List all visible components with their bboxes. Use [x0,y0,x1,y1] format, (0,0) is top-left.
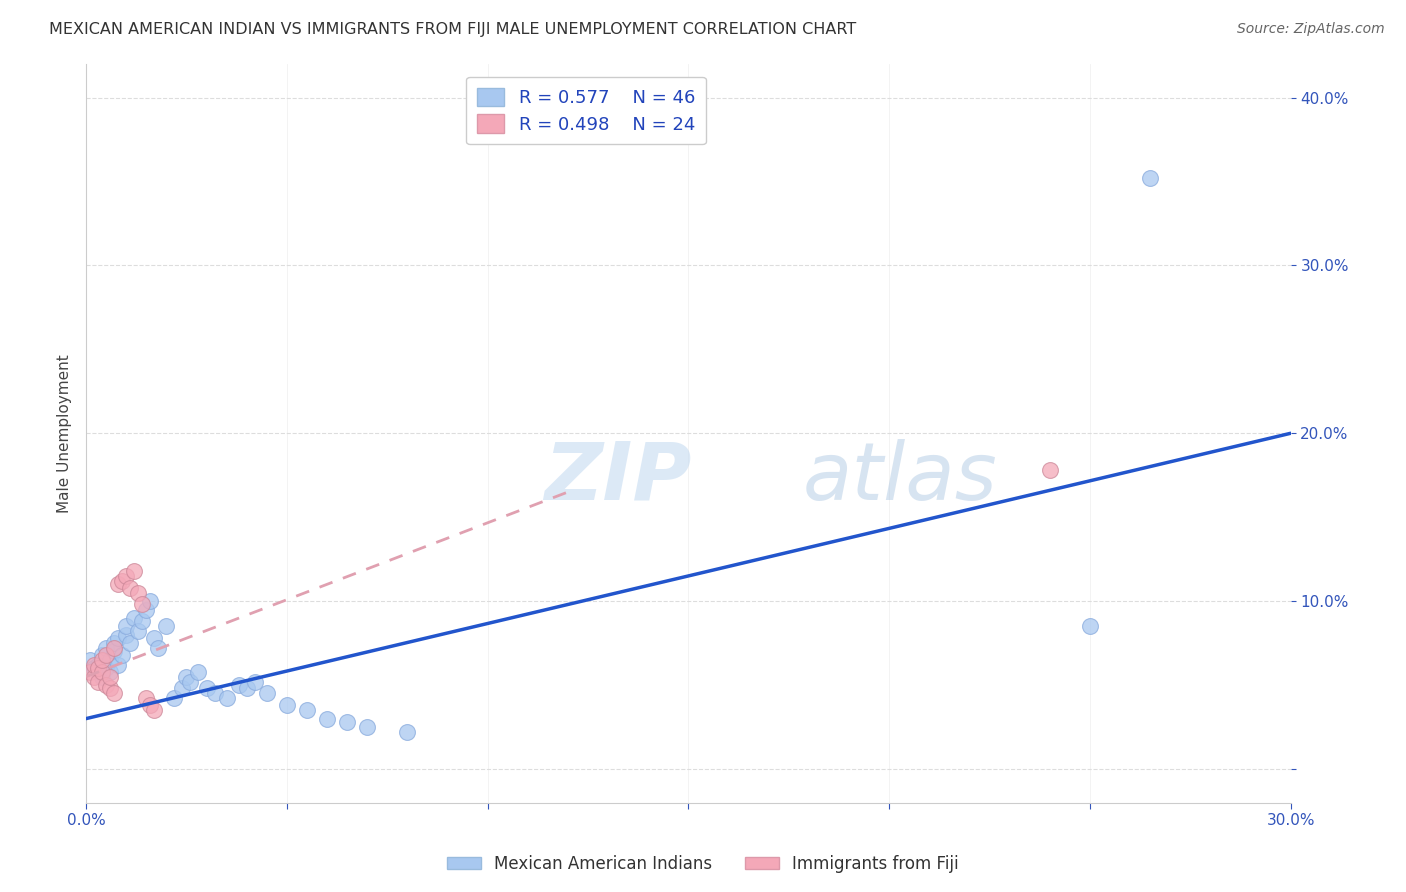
Point [135,602,157,616]
Point [83,670,105,684]
Point [127,585,149,599]
Point [228,678,250,692]
Text: ZIP: ZIP [544,439,692,516]
Point [122,611,145,625]
Point [111,648,134,662]
Point [336,714,359,729]
Point [94,648,117,662]
Point [316,712,339,726]
Point [87,665,110,679]
Point [131,598,153,612]
Point [94,641,117,656]
Point [256,686,278,700]
Text: Source: ZipAtlas.com: Source: ZipAtlas.com [1237,22,1385,37]
Point [143,703,166,717]
Point [139,594,162,608]
Point [176,670,198,684]
Text: atlas: atlas [803,439,997,516]
Point [204,686,226,700]
Point [98,665,121,679]
Point [163,691,186,706]
Point [91,653,114,667]
Point [172,681,194,696]
Point [215,691,238,706]
Point [120,581,142,595]
Point [103,686,125,700]
Point [143,631,166,645]
Text: MEXICAN AMERICAN INDIAN VS IMMIGRANTS FROM FIJI MALE UNEMPLOYMENT CORRELATION CH: MEXICAN AMERICAN INDIAN VS IMMIGRANTS FR… [49,22,856,37]
Point [1139,171,1161,186]
Legend: Mexican American Indians, Immigrants from Fiji: Mexican American Indians, Immigrants fro… [440,848,966,880]
Legend: R = 0.577    N = 46, R = 0.498    N = 24: R = 0.577 N = 46, R = 0.498 N = 24 [467,77,706,145]
Point [120,636,142,650]
Point [103,636,125,650]
Point [127,624,149,639]
Point [139,698,162,713]
Point [179,674,201,689]
Point [155,619,177,633]
Point [83,657,105,672]
Point [1078,619,1101,633]
Point [135,691,157,706]
Point [79,665,101,679]
Point [91,648,114,662]
Point [115,628,138,642]
Point [94,678,117,692]
Point [103,641,125,656]
Point [91,670,114,684]
Point [1039,463,1062,477]
Point [235,681,257,696]
Point [295,703,318,717]
Point [103,644,125,658]
Y-axis label: Male Unemployment: Male Unemployment [58,354,72,513]
Point [98,670,121,684]
Point [87,661,110,675]
Point [276,698,298,713]
Point [83,661,105,675]
Point [131,614,153,628]
Point [148,641,170,656]
Point [107,577,129,591]
Point [79,653,101,667]
Point [107,657,129,672]
Point [115,619,138,633]
Point [98,653,121,667]
Point [243,674,266,689]
Point [115,569,138,583]
Point [98,681,121,696]
Point [91,665,114,679]
Point [356,720,378,734]
Point [87,657,110,672]
Point [195,681,218,696]
Point [122,564,145,578]
Point [187,665,209,679]
Point [87,674,110,689]
Point [111,574,134,588]
Point [107,631,129,645]
Point [396,725,419,739]
Point [94,661,117,675]
